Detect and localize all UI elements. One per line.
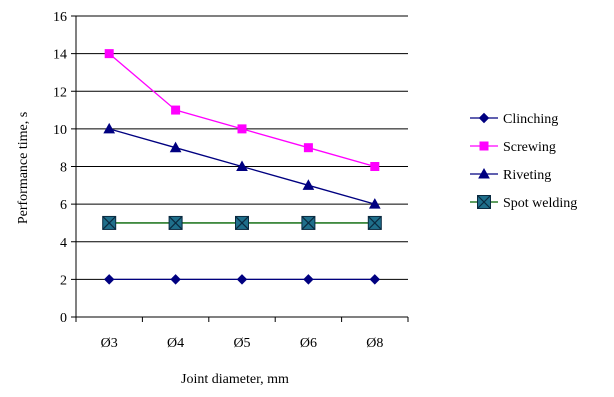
data-point-screwing [370, 162, 380, 171]
y-tick-label: 12 [53, 85, 67, 100]
y-tick-label: 6 [60, 198, 67, 213]
x-tick-label: Ø4 [167, 336, 184, 351]
x-axis-label: Joint diameter, mm [181, 372, 289, 387]
legend-item-riveting: Riveting [470, 167, 551, 183]
legend-label: Spot welding [503, 196, 577, 211]
y-tick-label: 16 [53, 10, 67, 25]
series-layer [102, 49, 382, 285]
legend-item-spot-welding: Spot welding [470, 195, 577, 211]
legend-marker-clinching [478, 112, 490, 124]
data-point-screwing [171, 105, 181, 115]
series-clinching [103, 274, 381, 285]
series-spot-welding [102, 215, 382, 230]
data-point-spot-welding [367, 215, 382, 230]
data-point-screwing [303, 143, 313, 153]
legend-item-clinching: Clinching [470, 112, 558, 127]
data-point-spot-welding [301, 215, 316, 230]
data-point-screwing [237, 124, 247, 134]
x-tick-label: Ø5 [233, 336, 250, 351]
data-point-riveting [103, 122, 116, 134]
legend-label: Screwing [503, 140, 556, 155]
series-screwing [104, 49, 380, 171]
legend-label: Riveting [503, 168, 551, 183]
legend: Clinching Screwing Riveting Spot welding [470, 112, 577, 211]
x-tick-label: Ø8 [366, 336, 383, 351]
y-tick-label: 2 [60, 273, 67, 288]
legend-label: Clinching [503, 112, 558, 127]
series-line-screwing [108, 53, 375, 168]
y-tick-label: 14 [53, 48, 67, 63]
series-riveting [103, 122, 381, 209]
data-point-riveting [169, 141, 182, 153]
data-point-riveting [368, 198, 381, 209]
data-point-spot-welding [102, 215, 117, 230]
x-tick-label: Ø3 [101, 336, 118, 351]
x-tick-label: Ø6 [300, 336, 317, 351]
legend-marker-riveting [478, 167, 490, 179]
legend-item-screwing: Screwing [470, 140, 556, 155]
y-tick-label: 0 [60, 311, 67, 326]
grid-layer [76, 15, 408, 280]
data-point-riveting [236, 160, 248, 171]
data-point-screwing [104, 49, 114, 59]
y-tick-label: 10 [53, 123, 67, 138]
axis-layer: 0 2 4 6 8 10 12 14 16 Ø3 Ø4 Ø5 Ø6 Ø8 [53, 10, 409, 351]
data-point-clinching [103, 274, 115, 285]
legend-marker-spot-welding [477, 195, 491, 209]
data-point-clinching [236, 274, 248, 285]
y-axis-label: Performance time, s [16, 112, 31, 224]
data-point-clinching [369, 274, 381, 285]
y-tick-label: 4 [60, 236, 67, 251]
data-point-riveting [302, 179, 315, 190]
data-point-spot-welding [168, 215, 183, 230]
data-point-spot-welding [235, 215, 249, 230]
legend-marker-screwing [479, 141, 489, 151]
y-tick-label: 8 [60, 161, 67, 176]
data-point-clinching [170, 274, 181, 285]
data-point-clinching [303, 274, 314, 285]
